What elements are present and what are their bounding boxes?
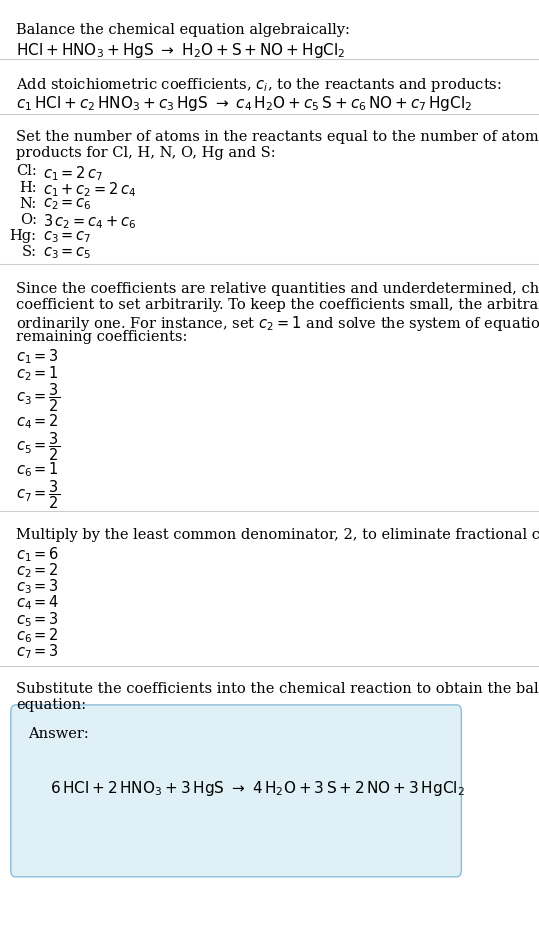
Text: $c_2 = c_6$: $c_2 = c_6$ xyxy=(43,197,92,213)
Text: $c_2 = 1$: $c_2 = 1$ xyxy=(16,364,59,383)
Text: $c_7 = \dfrac{3}{2}$: $c_7 = \dfrac{3}{2}$ xyxy=(16,479,60,511)
Text: N:: N: xyxy=(19,197,37,211)
Text: Multiply by the least common denominator, 2, to eliminate fractional coefficient: Multiply by the least common denominator… xyxy=(16,528,539,542)
Text: Balance the chemical equation algebraically:: Balance the chemical equation algebraica… xyxy=(16,23,350,37)
Text: $c_3 = c_7$: $c_3 = c_7$ xyxy=(43,229,92,245)
Text: Substitute the coefficients into the chemical reaction to obtain the balanced: Substitute the coefficients into the che… xyxy=(16,682,539,696)
Text: Answer:: Answer: xyxy=(29,727,89,741)
Text: $c_5 = \dfrac{3}{2}$: $c_5 = \dfrac{3}{2}$ xyxy=(16,430,60,463)
Text: Set the number of atoms in the reactants equal to the number of atoms in the: Set the number of atoms in the reactants… xyxy=(16,130,539,144)
Text: $c_7 = 3$: $c_7 = 3$ xyxy=(16,642,59,661)
Text: S:: S: xyxy=(22,245,37,259)
Text: equation:: equation: xyxy=(16,698,86,712)
Text: $c_1 = 2\,c_7$: $c_1 = 2\,c_7$ xyxy=(43,164,103,183)
Text: $c_6 = 1$: $c_6 = 1$ xyxy=(16,461,59,480)
Text: Add stoichiometric coefficients, $c_i$, to the reactants and products:: Add stoichiometric coefficients, $c_i$, … xyxy=(16,76,502,94)
Text: Cl:: Cl: xyxy=(16,164,37,179)
Text: $c_6 = 2$: $c_6 = 2$ xyxy=(16,626,59,645)
Text: $c_2 = 2$: $c_2 = 2$ xyxy=(16,561,59,580)
Text: $c_1 = 3$: $c_1 = 3$ xyxy=(16,348,59,367)
Text: $c_3 = 3$: $c_3 = 3$ xyxy=(16,578,59,597)
Text: remaining coefficients:: remaining coefficients: xyxy=(16,331,188,344)
Text: $c_3 = c_5$: $c_3 = c_5$ xyxy=(43,245,92,261)
Text: $c_1 = 6$: $c_1 = 6$ xyxy=(16,545,59,564)
Text: $c_3 = \dfrac{3}{2}$: $c_3 = \dfrac{3}{2}$ xyxy=(16,382,60,414)
Text: $c_1 + c_2 = 2\,c_4$: $c_1 + c_2 = 2\,c_4$ xyxy=(43,180,137,200)
Text: $3\,c_2 = c_4 + c_6$: $3\,c_2 = c_4 + c_6$ xyxy=(43,213,136,232)
Text: Since the coefficients are relative quantities and underdetermined, choose a: Since the coefficients are relative quan… xyxy=(16,281,539,295)
Text: products for Cl, H, N, O, Hg and S:: products for Cl, H, N, O, Hg and S: xyxy=(16,146,276,161)
Text: $c_4 = 2$: $c_4 = 2$ xyxy=(16,412,59,431)
Text: $\mathrm{HCl} + \mathrm{HNO_3} + \mathrm{HgS}\ \rightarrow\ \mathrm{H_2O} + \mat: $\mathrm{HCl} + \mathrm{HNO_3} + \mathrm… xyxy=(16,41,345,60)
Text: coefficient to set arbitrarily. To keep the coefficients small, the arbitrary va: coefficient to set arbitrarily. To keep … xyxy=(16,298,539,312)
FancyBboxPatch shape xyxy=(11,705,461,877)
Text: O:: O: xyxy=(19,213,37,227)
Text: H:: H: xyxy=(19,180,37,195)
Text: $c_5 = 3$: $c_5 = 3$ xyxy=(16,610,59,629)
Text: ordinarily one. For instance, set $c_2 = 1$ and solve the system of equations fo: ordinarily one. For instance, set $c_2 =… xyxy=(16,314,539,333)
Text: $6\,\mathrm{HCl} + 2\,\mathrm{HNO_3} + 3\,\mathrm{HgS}\ \rightarrow\ 4\,\mathrm{: $6\,\mathrm{HCl} + 2\,\mathrm{HNO_3} + 3… xyxy=(50,779,465,798)
Text: $c_1\,\mathrm{HCl} + c_2\,\mathrm{HNO_3} + c_3\,\mathrm{HgS}\ \rightarrow\ c_4\,: $c_1\,\mathrm{HCl} + c_2\,\mathrm{HNO_3}… xyxy=(16,94,472,113)
Text: Hg:: Hg: xyxy=(10,229,37,243)
Text: $c_4 = 4$: $c_4 = 4$ xyxy=(16,594,59,613)
